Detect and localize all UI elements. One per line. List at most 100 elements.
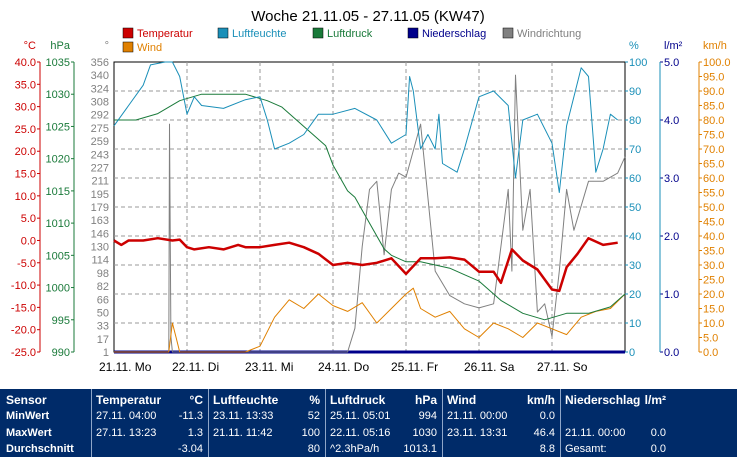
wind-axis-tick-label: 95.0 bbox=[703, 72, 724, 84]
table-cell-value: 0.0 bbox=[650, 427, 666, 439]
row-label: MaxWert bbox=[6, 427, 52, 439]
direction-axis-tick-label: 146 bbox=[91, 228, 109, 240]
table-cell-value: 80 bbox=[307, 443, 320, 455]
series-line-luftfeuchte bbox=[113, 61, 619, 193]
legend-swatch-4 bbox=[502, 27, 514, 39]
table-cell-value: 1013.1 bbox=[403, 443, 437, 455]
table-column-luftfeuchte: Luftfeuchte% 23.11. 13:33 52 21.11. 11:42 10… bbox=[210, 389, 326, 457]
x-tick-label: 23.11. Mi bbox=[245, 360, 293, 374]
x-tick-label: 25.11. Fr bbox=[391, 360, 438, 374]
legend-swatch-3 bbox=[407, 27, 419, 39]
temp-axis-tick-label: 10.0 bbox=[15, 191, 36, 203]
temp-axis-tick-label: 25.0 bbox=[15, 124, 36, 136]
legend-label-2: Luftdruck bbox=[327, 28, 373, 40]
wind-axis-tick-label: 20.0 bbox=[703, 289, 724, 301]
column-separator bbox=[560, 389, 561, 457]
direction-axis-tick-label: 163 bbox=[91, 215, 109, 227]
chart-title: Woche 21.11.05 - 27.11.05 (KW47) bbox=[251, 8, 484, 25]
humidity-axis-tick-label: 20 bbox=[629, 289, 641, 301]
table-cell-value: 8.8 bbox=[539, 443, 555, 455]
legend-label-0: Temperatur bbox=[137, 28, 193, 40]
wind-axis-tick-label: 70.0 bbox=[703, 144, 724, 156]
pressure-axis-tick-label: 1010 bbox=[46, 218, 70, 230]
table-cell-time: 27.11. 13:23 bbox=[96, 427, 157, 439]
pressure-axis-unit: hPa bbox=[50, 40, 70, 52]
direction-axis-tick-label: 275 bbox=[91, 123, 109, 135]
column-unit: % bbox=[309, 393, 320, 407]
row-label: MinWert bbox=[6, 410, 50, 422]
column-unit: km/h bbox=[526, 393, 555, 407]
humidity-axis-tick-label: 90 bbox=[629, 86, 641, 98]
column-unit: °C bbox=[189, 393, 203, 407]
wind-axis-tick-label: 30.0 bbox=[703, 260, 724, 272]
table-column-temperatur: Temperatur °C 27.11. 04:00 -11.3 27.11. 13:2… bbox=[93, 389, 209, 457]
temp-axis-tick-label: 0.0 bbox=[21, 235, 36, 247]
temp-axis-tick-label: 40.0 bbox=[15, 57, 36, 69]
legend: Temperatur Luftfeuchte Luftdruck Niederschl… bbox=[122, 27, 581, 54]
direction-axis-tick-label: 340 bbox=[91, 70, 109, 82]
wind-axis-tick-label: 40.0 bbox=[703, 231, 724, 243]
direction-axis-tick-label: 50 bbox=[97, 307, 109, 319]
wind-axis-tick-label: 75.0 bbox=[703, 130, 724, 142]
wind-axis-tick-label: 25.0 bbox=[703, 275, 724, 287]
wind-axis-tick-label: 45.0 bbox=[703, 217, 724, 229]
direction-axis-tick-label: 308 bbox=[91, 97, 109, 109]
weather-chart: Woche 21.11.05 - 27.11.05 (KW47) Tempera… bbox=[10, 8, 731, 374]
table-cell-time: 21.11. 11:42 bbox=[213, 427, 273, 439]
direction-axis-tick-label: 356 bbox=[91, 57, 109, 69]
humidity-axis-unit: % bbox=[629, 40, 639, 52]
column-separator bbox=[91, 389, 92, 457]
table-cell-value: 994 bbox=[418, 410, 437, 422]
temp-axis-tick-label: 15.0 bbox=[15, 169, 36, 181]
temp-axis-tick-label: 30.0 bbox=[15, 102, 36, 114]
table-cell-time: 22.11. 05:16 bbox=[330, 427, 391, 439]
direction-axis-tick-label: 243 bbox=[91, 149, 109, 161]
legend-label-3: Niederschlag bbox=[422, 28, 486, 40]
pressure-axis-tick-label: 1000 bbox=[46, 283, 70, 295]
wind-axis-unit: km/h bbox=[703, 40, 727, 52]
x-tick-label: 22.11. Di bbox=[172, 360, 219, 374]
temp-axis-tick-label: -5.0 bbox=[17, 258, 36, 270]
table-row-labels: Sensor MinWert MaxWert Durchschnitt bbox=[2, 389, 92, 457]
direction-axis-tick-label: 1 bbox=[103, 347, 109, 359]
humidity-axis-tick-label: 60 bbox=[629, 173, 641, 185]
x-tick-label: 24.11. Do bbox=[318, 360, 369, 374]
table-cell-time: 21.11. 00:00 bbox=[565, 427, 626, 439]
wind-axis-tick-label: 65.0 bbox=[703, 159, 724, 171]
table-cell-value: 0.0 bbox=[650, 443, 666, 455]
column-separator bbox=[442, 389, 443, 457]
series-line-luftdruck bbox=[114, 93, 626, 321]
rain-axis-tick-label: 3.0 bbox=[664, 173, 679, 185]
humidity-axis-tick-label: 70 bbox=[629, 144, 641, 156]
pressure-axis-tick-label: 1015 bbox=[46, 186, 70, 198]
direction-axis-tick-label: 66 bbox=[97, 294, 109, 306]
legend-swatch-0 bbox=[122, 27, 134, 39]
temp-axis-tick-label: -20.0 bbox=[11, 325, 36, 337]
table-cell-time: 21.11. 00:00 bbox=[447, 410, 508, 422]
row-label: Sensor bbox=[6, 393, 47, 407]
wind-axis-tick-label: 5.0 bbox=[703, 333, 718, 345]
table-cell-value: 52 bbox=[307, 410, 320, 422]
table-column-wind: Wind km/h 21.11. 00:00 0.0 23.11. 13:31 46.4 8… bbox=[444, 389, 561, 457]
wind-axis-tick-label: 50.0 bbox=[703, 202, 724, 214]
direction-axis-tick-label: 17 bbox=[97, 334, 109, 346]
series-line-wind bbox=[114, 287, 626, 353]
legend-swatch-2 bbox=[312, 27, 324, 39]
direction-axis-tick-label: 227 bbox=[91, 162, 109, 174]
direction-axis-tick-label: 130 bbox=[91, 242, 109, 254]
humidity-axis-tick-label: 30 bbox=[629, 260, 641, 272]
table-cell-time: 23.11. 13:31 bbox=[447, 427, 508, 439]
series-group bbox=[113, 61, 626, 354]
table-cell-value: -11.3 bbox=[178, 410, 203, 422]
rain-axis-tick-label: 4.0 bbox=[664, 115, 679, 127]
legend-label-5: Wind bbox=[137, 42, 162, 54]
direction-axis-tick-label: 98 bbox=[97, 268, 109, 280]
direction-axis-tick-label: 211 bbox=[91, 176, 109, 188]
direction-axis-tick-label: 259 bbox=[91, 136, 109, 148]
wind-axis-tick-label: 55.0 bbox=[703, 188, 724, 200]
wind-axis-tick-label: 85.0 bbox=[703, 101, 724, 113]
rain-axis-tick-label: 5.0 bbox=[664, 57, 679, 69]
humidity-axis-tick-label: 10 bbox=[629, 318, 641, 330]
pressure-axis-tick-label: 1020 bbox=[46, 154, 70, 166]
temp-axis-tick-label: 5.0 bbox=[21, 213, 36, 225]
